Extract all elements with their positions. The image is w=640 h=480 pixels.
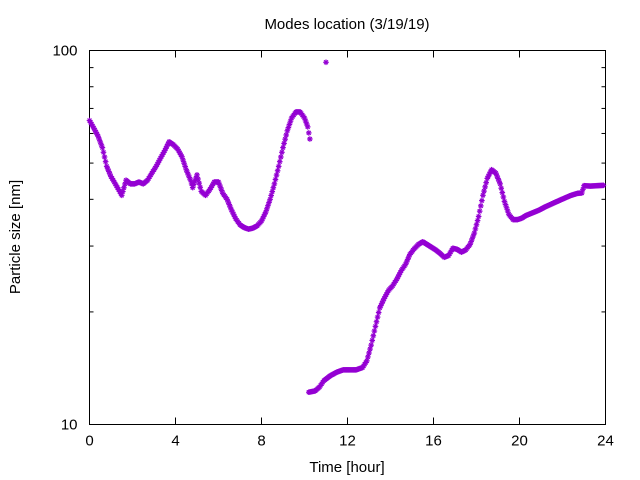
- data-point: [481, 188, 487, 194]
- data-point: [102, 158, 109, 165]
- data-point: [482, 184, 488, 190]
- data-point: [478, 203, 484, 209]
- x-tick-label: 24: [597, 433, 614, 450]
- data-point: [600, 182, 607, 189]
- data-point: [278, 154, 284, 160]
- data-point: [280, 144, 286, 151]
- tick-labels: 0 4 8 12 16 20 24 10 100: [52, 43, 613, 450]
- x-tick-label: 20: [511, 433, 528, 450]
- data-point: [369, 337, 376, 344]
- data-point: [473, 221, 480, 228]
- data-point: [375, 309, 382, 316]
- data-point: [374, 314, 381, 320]
- chart-title: Modes location (3/19/19): [264, 16, 429, 33]
- data-point: [479, 197, 485, 204]
- data-point: [497, 181, 503, 187]
- data-point: [323, 59, 329, 66]
- data-point: [366, 350, 372, 356]
- x-tick-label: 0: [85, 433, 93, 450]
- data-point: [283, 132, 290, 138]
- x-tick-label: 16: [425, 433, 442, 450]
- data-point: [480, 192, 486, 199]
- data-points: [86, 59, 607, 396]
- data-point: [267, 196, 273, 203]
- data-point: [226, 201, 233, 208]
- data-point: [367, 346, 373, 352]
- data-point: [500, 194, 507, 200]
- data-point: [498, 185, 505, 192]
- data-point: [101, 154, 108, 160]
- data-point: [476, 208, 483, 214]
- data-point: [364, 358, 370, 364]
- data-point: [194, 172, 200, 178]
- data-point: [99, 144, 106, 151]
- data-point: [272, 176, 279, 183]
- data-point: [276, 158, 283, 165]
- data-point: [271, 181, 278, 187]
- data-point: [368, 342, 374, 348]
- y-tick-label: 100: [52, 43, 77, 60]
- data-point: [281, 140, 287, 147]
- data-point: [483, 179, 489, 186]
- data-point: [307, 136, 313, 142]
- data-point: [274, 167, 281, 174]
- data-point: [183, 166, 190, 173]
- data-point: [304, 124, 311, 130]
- data-point: [499, 189, 506, 196]
- x-tick-label: 8: [257, 433, 265, 450]
- data-point: [196, 180, 202, 186]
- data-point: [282, 136, 288, 142]
- data-point: [471, 230, 478, 236]
- x-tick-label: 12: [339, 433, 356, 450]
- data-point: [365, 354, 371, 360]
- data-point: [100, 149, 107, 156]
- y-tick-label: 10: [61, 417, 78, 434]
- data-point: [273, 172, 280, 178]
- data-point: [474, 217, 481, 224]
- x-axis-label: Time [hour]: [309, 459, 384, 476]
- data-point: [197, 184, 204, 191]
- data-point: [472, 226, 479, 232]
- axis-ticks: [89, 50, 606, 425]
- data-point: [373, 318, 380, 325]
- data-point: [195, 176, 201, 182]
- data-point: [475, 213, 482, 220]
- data-point: [496, 178, 502, 184]
- x-tick-label: 4: [171, 433, 179, 450]
- data-point: [372, 323, 379, 330]
- y-axis-label: Particle size [nm]: [7, 180, 24, 294]
- data-point: [306, 130, 312, 136]
- data-point: [279, 149, 285, 156]
- data-point: [370, 332, 377, 339]
- data-point: [371, 328, 378, 334]
- data-point: [275, 163, 282, 170]
